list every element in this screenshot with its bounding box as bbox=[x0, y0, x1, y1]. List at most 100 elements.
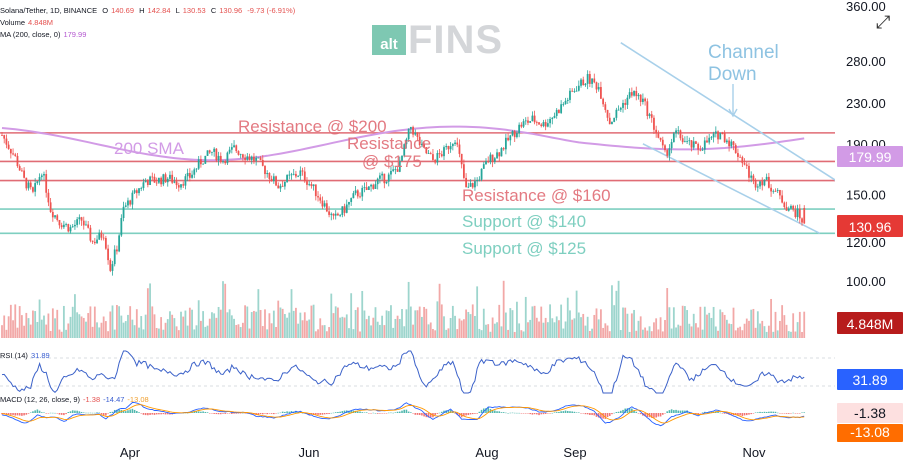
macd-hist-bar bbox=[399, 411, 401, 413]
open-label: O bbox=[102, 6, 109, 15]
candle-body bbox=[314, 184, 317, 197]
macd-hist-bar bbox=[197, 411, 200, 413]
expand-icon[interactable]: ⤢ bbox=[876, 12, 891, 32]
volume-bar bbox=[339, 317, 342, 338]
volume-bar bbox=[670, 328, 673, 338]
macd-hist-bar bbox=[646, 413, 649, 418]
volume-bar bbox=[82, 317, 85, 338]
candle-body bbox=[20, 170, 23, 172]
volume-bar bbox=[748, 320, 750, 338]
candle-body bbox=[409, 126, 412, 129]
volume-bar bbox=[719, 309, 722, 338]
candle-body bbox=[177, 185, 180, 188]
candle-body bbox=[516, 133, 518, 138]
macd-hist-bar bbox=[354, 410, 357, 413]
candle-body bbox=[312, 184, 315, 187]
volume-bar bbox=[365, 319, 368, 338]
macd-hist-bar bbox=[74, 410, 76, 413]
macd-hist-bar bbox=[268, 413, 271, 414]
candle-body bbox=[646, 101, 649, 117]
volume-bar bbox=[34, 311, 37, 338]
macd-hist-bar bbox=[520, 413, 523, 414]
candle-body bbox=[443, 147, 445, 157]
volume-bar bbox=[215, 317, 218, 338]
candle-body bbox=[87, 224, 90, 228]
volume-bar bbox=[427, 324, 430, 338]
volume-bar bbox=[792, 313, 795, 338]
macd-hist-bar bbox=[536, 413, 538, 415]
candle-body bbox=[754, 180, 757, 188]
macd-hist-bar bbox=[235, 413, 238, 414]
candle-body bbox=[661, 139, 664, 146]
candle-body bbox=[286, 175, 288, 182]
macd-hist-bar bbox=[166, 413, 169, 415]
macd-value-2: -14.47 bbox=[103, 395, 125, 404]
volume-bar bbox=[511, 310, 514, 338]
candle-body bbox=[414, 132, 417, 135]
macd-hist-bar bbox=[571, 411, 573, 413]
macd-hist-bar bbox=[414, 413, 417, 415]
macd-hist-bar bbox=[332, 412, 335, 414]
candle-body bbox=[372, 184, 375, 189]
macd-hist-bar bbox=[608, 413, 611, 416]
candle-body bbox=[279, 185, 282, 189]
volume-bar bbox=[182, 316, 185, 338]
volume-bar bbox=[49, 330, 52, 338]
symbol-legend: Solana/Tether, 1D, BINANCE O 140.69 H 142.… bbox=[0, 6, 298, 15]
candle-body bbox=[469, 183, 472, 187]
volume-bar bbox=[36, 321, 39, 338]
volume-bar bbox=[129, 306, 132, 338]
rsi-line bbox=[1, 350, 805, 394]
volume-bar bbox=[584, 325, 587, 338]
volume-bar bbox=[255, 311, 258, 338]
macd-hist-bar bbox=[721, 413, 724, 414]
macd-hist-bar bbox=[330, 412, 333, 414]
candle-body bbox=[529, 121, 532, 123]
candle-body bbox=[140, 188, 143, 189]
time-tick-label: Sep bbox=[563, 445, 586, 460]
candle-body bbox=[268, 172, 271, 179]
candle-body bbox=[533, 115, 536, 123]
volume-bar bbox=[602, 327, 605, 338]
candle-body bbox=[485, 161, 487, 165]
candle-body bbox=[688, 140, 691, 142]
macd-hist-bar bbox=[582, 413, 585, 414]
macd-hist-bar bbox=[611, 413, 613, 415]
volume-bar bbox=[449, 318, 452, 338]
volume-bar bbox=[248, 328, 251, 338]
candle-body bbox=[200, 159, 202, 165]
volume-bar bbox=[124, 321, 127, 338]
macd-hist-bar bbox=[301, 412, 304, 414]
candle-body bbox=[555, 109, 558, 116]
candle-body bbox=[796, 208, 799, 218]
time-tick-label: Apr bbox=[120, 445, 141, 460]
volume-bar bbox=[737, 327, 739, 338]
candle-body bbox=[317, 196, 319, 198]
macd-hist-bar bbox=[624, 408, 627, 413]
candle-body bbox=[794, 209, 797, 218]
candle-body bbox=[306, 181, 308, 185]
volume-bar bbox=[421, 316, 423, 338]
candle-body bbox=[454, 142, 456, 145]
macd-hist-bar bbox=[675, 409, 677, 413]
volume-bar bbox=[372, 317, 375, 338]
macd-hist-bar bbox=[540, 413, 543, 415]
macd-hist-bar bbox=[794, 413, 797, 414]
volume-bar bbox=[761, 320, 764, 338]
candle-body bbox=[374, 184, 377, 189]
price-tick-label: 280.00 bbox=[846, 54, 886, 69]
candle-body bbox=[233, 145, 235, 148]
volume-bar bbox=[633, 309, 635, 338]
candle-body bbox=[131, 192, 134, 205]
volume-bar bbox=[690, 326, 693, 338]
volume-bar bbox=[787, 331, 790, 338]
candle-body bbox=[683, 141, 686, 143]
macd-hist-bar bbox=[222, 413, 224, 414]
macd-hist-bar bbox=[319, 413, 322, 415]
candle-body bbox=[482, 164, 485, 169]
macd-hist-bar bbox=[142, 413, 145, 415]
macd-hist-bar bbox=[133, 409, 136, 413]
macd-hist-bar bbox=[341, 411, 344, 413]
volume-bar bbox=[798, 311, 801, 338]
